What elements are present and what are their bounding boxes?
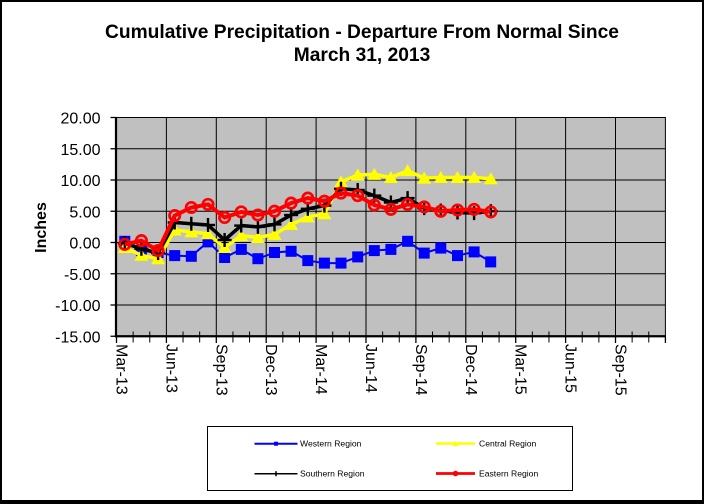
svg-text:Central Region: Central Region	[479, 439, 537, 449]
svg-text:0.00: 0.00	[69, 236, 100, 253]
svg-text:Sep-14: Sep-14	[412, 344, 429, 396]
svg-text:Dec-14: Dec-14	[462, 344, 479, 396]
svg-text:Eastern Region: Eastern Region	[479, 469, 538, 479]
svg-text:Mar-14: Mar-14	[312, 344, 329, 395]
svg-text:5.00: 5.00	[69, 204, 100, 221]
svg-text:Jun-15: Jun-15	[562, 344, 579, 393]
svg-text:Sep-15: Sep-15	[612, 344, 629, 396]
svg-text:10.00: 10.00	[60, 173, 100, 190]
svg-text:Jun-14: Jun-14	[362, 344, 379, 393]
svg-text:20.00: 20.00	[60, 111, 100, 128]
svg-text:-10.00: -10.00	[55, 298, 100, 315]
svg-text:Southern Region: Southern Region	[300, 469, 365, 479]
svg-text:Mar-15: Mar-15	[512, 344, 529, 395]
svg-text:-5.00: -5.00	[64, 267, 101, 284]
svg-text:15.00: 15.00	[60, 142, 100, 159]
svg-text:Western Region: Western Region	[300, 439, 362, 449]
svg-text:March 31, 2013: March 31, 2013	[294, 45, 431, 66]
svg-text:Dec-13: Dec-13	[262, 344, 279, 396]
svg-text:Mar-13: Mar-13	[113, 344, 130, 395]
svg-text:Sep-13: Sep-13	[212, 344, 229, 396]
svg-text:Cumulative Precipitation - Dep: Cumulative Precipitation - Departure Fro…	[105, 22, 619, 43]
svg-text:-15.00: -15.00	[55, 329, 100, 346]
svg-text:Jun-13: Jun-13	[162, 344, 179, 393]
svg-text:Inches: Inches	[33, 202, 50, 253]
